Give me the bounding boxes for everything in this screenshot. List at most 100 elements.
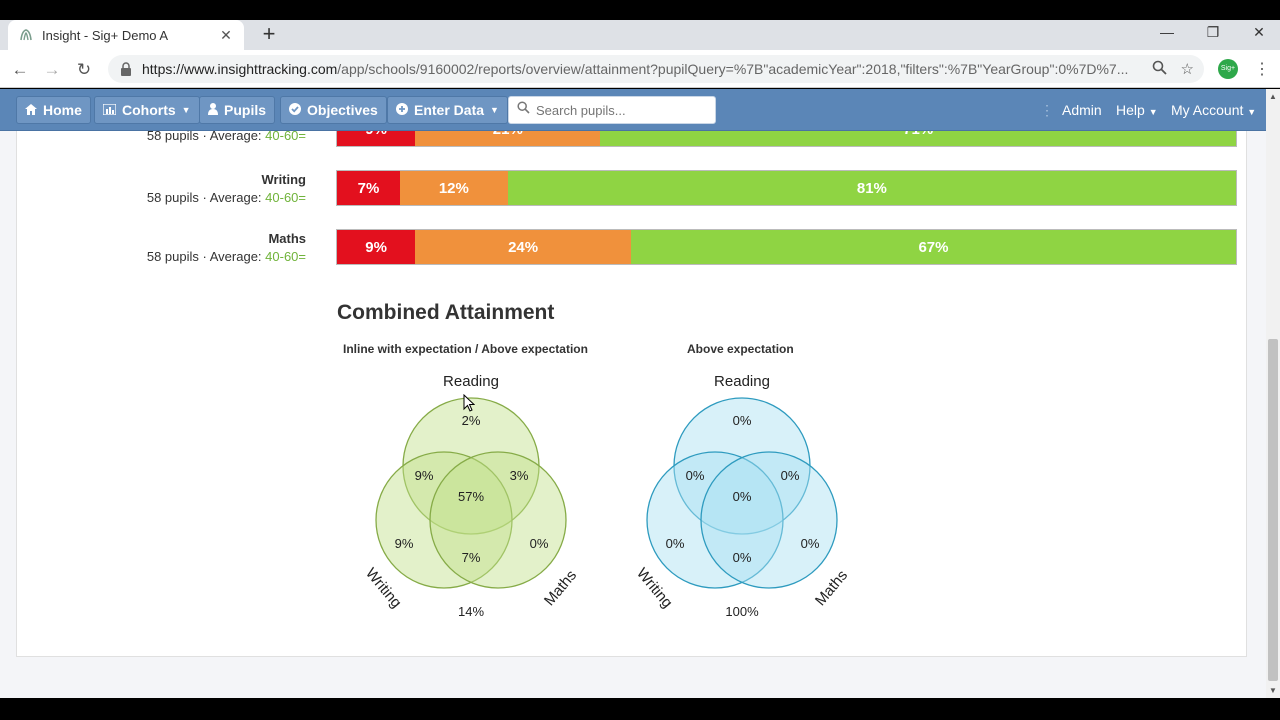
venn1-title: Inline with expectation / Above expectat… bbox=[343, 342, 588, 356]
bar-segment-expected[interactable]: 71% bbox=[600, 131, 1236, 146]
home-icon bbox=[25, 102, 37, 118]
row-pupils-text: 58 pupils · Average: 40-60= bbox=[147, 189, 306, 207]
browser-tab[interactable]: Insight - Sig+ Demo A ✕ bbox=[8, 20, 244, 50]
app-navbar: Home Cohorts ▼ Pupils Objectives Enter D… bbox=[0, 89, 1266, 131]
venn-value-writing-maths: 0% bbox=[733, 550, 752, 565]
minimize-icon[interactable]: — bbox=[1160, 24, 1174, 40]
venn-value-reading-writing: 9% bbox=[415, 468, 434, 483]
attainment-bar-maths[interactable]: 9% 24% 67% bbox=[336, 229, 1237, 265]
attainment-bar-writing[interactable]: 7% 12% 81% bbox=[336, 170, 1237, 206]
venn-value-reading-maths: 3% bbox=[510, 468, 529, 483]
zoom-icon[interactable] bbox=[1152, 60, 1167, 79]
venn-value-reading-maths: 0% bbox=[781, 468, 800, 483]
bookmark-star-icon[interactable]: ☆ bbox=[1180, 61, 1194, 78]
subject-name: Writing bbox=[261, 172, 306, 187]
page-scrollbar[interactable]: ▲ ▼ bbox=[1266, 89, 1280, 698]
cohorts-label: Cohorts bbox=[122, 102, 176, 118]
bar-segment-working-towards[interactable]: 24% bbox=[415, 230, 631, 264]
attainment-bar-reading[interactable]: 9% 21% 71% bbox=[336, 131, 1237, 147]
pupils-button[interactable]: Pupils bbox=[199, 96, 276, 124]
window-close-icon[interactable]: ✕ bbox=[1253, 24, 1265, 40]
navbar-divider-icon: ⋮ bbox=[1040, 102, 1054, 118]
row-label-reading: 58 pupils · Average: 40-60= bbox=[147, 131, 306, 143]
average-value[interactable]: 40-60= bbox=[265, 131, 306, 143]
browser-tabbar: Insight - Sig+ Demo A ✕ + — ❐ ✕ bbox=[0, 20, 1280, 50]
pupils-count: 58 pupils · Average: bbox=[146, 249, 266, 264]
caret-down-icon: ▼ bbox=[1247, 107, 1257, 117]
new-tab-icon[interactable]: + bbox=[262, 21, 276, 46]
my-account-label: My Account bbox=[1171, 102, 1244, 118]
venn-circle-maths[interactable] bbox=[700, 451, 838, 589]
enter-data-dropdown[interactable]: Enter Data ▼ bbox=[387, 96, 508, 124]
venn-label-reading: Reading bbox=[714, 373, 770, 390]
combined-attainment-title: Combined Attainment bbox=[337, 301, 555, 324]
row-pupils-text: 58 pupils · Average: 40-60= bbox=[147, 248, 306, 266]
venn-label-reading: Reading bbox=[443, 373, 499, 390]
row-pupils-text: 58 pupils · Average: 40-60= bbox=[147, 131, 306, 143]
pupil-search[interactable] bbox=[508, 96, 716, 124]
venn-value-none: 100% bbox=[725, 604, 759, 619]
objectives-label: Objectives bbox=[307, 102, 378, 118]
bar-segment-below[interactable]: 9% bbox=[337, 131, 416, 146]
venn-value-maths-only: 0% bbox=[801, 536, 820, 551]
home-label: Home bbox=[43, 102, 82, 118]
objectives-button[interactable]: Objectives bbox=[280, 96, 387, 124]
report-panel bbox=[16, 131, 1247, 657]
venn-label-maths: Maths bbox=[812, 567, 851, 609]
scroll-up-icon[interactable]: ▲ bbox=[1269, 92, 1277, 101]
browser-menu-icon[interactable]: ⋮ bbox=[1254, 61, 1270, 78]
scrollbar-thumb[interactable] bbox=[1268, 339, 1278, 681]
bar-segment-expected[interactable]: 81% bbox=[507, 171, 1236, 205]
venn-circle-writing[interactable] bbox=[375, 451, 513, 589]
address-bar[interactable]: https://www.insighttracking.com/app/scho… bbox=[108, 55, 1204, 83]
bar-segment-working-towards[interactable]: 12% bbox=[399, 171, 508, 205]
cohorts-dropdown[interactable]: Cohorts ▼ bbox=[94, 96, 200, 124]
venn-label-writing: Writing bbox=[362, 565, 405, 611]
average-value[interactable]: 40-60= bbox=[265, 249, 306, 264]
help-dropdown[interactable]: Help ▼ bbox=[1116, 102, 1158, 118]
venn2-title: Above expectation bbox=[687, 342, 794, 356]
bar-segment-expected[interactable]: 67% bbox=[630, 230, 1236, 264]
venn-diagram-inline-above: Reading Writing Maths 2% 9% 3% 57% 9% 7%… bbox=[362, 373, 580, 619]
venn-value-writing-only: 0% bbox=[666, 536, 685, 551]
plus-circle-icon bbox=[396, 102, 408, 118]
venn-value-writing-only: 9% bbox=[395, 536, 414, 551]
venn-circle-maths[interactable] bbox=[429, 451, 567, 589]
venn-value-all-three: 0% bbox=[733, 489, 752, 504]
scroll-down-icon[interactable]: ▼ bbox=[1269, 686, 1277, 695]
venn-label-maths: Maths bbox=[541, 567, 580, 609]
search-input[interactable] bbox=[536, 102, 706, 118]
pupils-label: Pupils bbox=[224, 102, 267, 118]
forward-icon[interactable]: → bbox=[43, 60, 61, 79]
lock-icon bbox=[121, 62, 131, 76]
reload-icon[interactable]: ↻ bbox=[76, 60, 92, 79]
venn-circle-writing[interactable] bbox=[646, 451, 784, 589]
sig-extension-icon[interactable]: Sig+ bbox=[1218, 59, 1238, 79]
venn-value-reading-writing: 0% bbox=[686, 468, 705, 483]
venn-value-all-three: 57% bbox=[458, 489, 484, 504]
bar-segment-working-towards[interactable]: 21% bbox=[415, 131, 601, 146]
row-label-maths: Maths 58 pupils · Average: 40-60= bbox=[147, 230, 306, 266]
pupils-count: 58 pupils · Average: bbox=[146, 190, 266, 205]
caret-down-icon: ▼ bbox=[1148, 107, 1158, 117]
check-circle-icon bbox=[289, 102, 301, 118]
url-text: https://www.insighttracking.com/app/scho… bbox=[142, 61, 1132, 77]
restore-icon[interactable]: ❐ bbox=[1206, 24, 1220, 40]
average-value[interactable]: 40-60= bbox=[265, 190, 306, 205]
search-icon bbox=[517, 101, 530, 119]
mouse-cursor-icon bbox=[463, 394, 475, 412]
my-account-dropdown[interactable]: My Account ▼ bbox=[1171, 102, 1256, 118]
caret-down-icon: ▼ bbox=[490, 105, 499, 115]
home-button[interactable]: Home bbox=[16, 96, 91, 124]
caret-down-icon: ▼ bbox=[181, 105, 191, 115]
bar-segment-below[interactable]: 7% bbox=[337, 171, 400, 205]
venn-diagram-above: Reading Writing Maths 0% 0% 0% 0% 0% 0% … bbox=[633, 373, 851, 619]
bar-chart-icon bbox=[102, 102, 117, 118]
browser-toolbar: ← → ↻ https://www.insighttracking.com/ap… bbox=[0, 50, 1280, 88]
admin-link[interactable]: Admin bbox=[1062, 102, 1102, 118]
bar-segment-below[interactable]: 9% bbox=[337, 230, 416, 264]
url-path: /app/schools/9160002/reports/overview/at… bbox=[337, 61, 1129, 77]
venn-value-maths-only: 0% bbox=[530, 536, 549, 551]
back-icon[interactable]: ← bbox=[11, 60, 29, 79]
tab-close-icon[interactable]: ✕ bbox=[220, 26, 232, 43]
